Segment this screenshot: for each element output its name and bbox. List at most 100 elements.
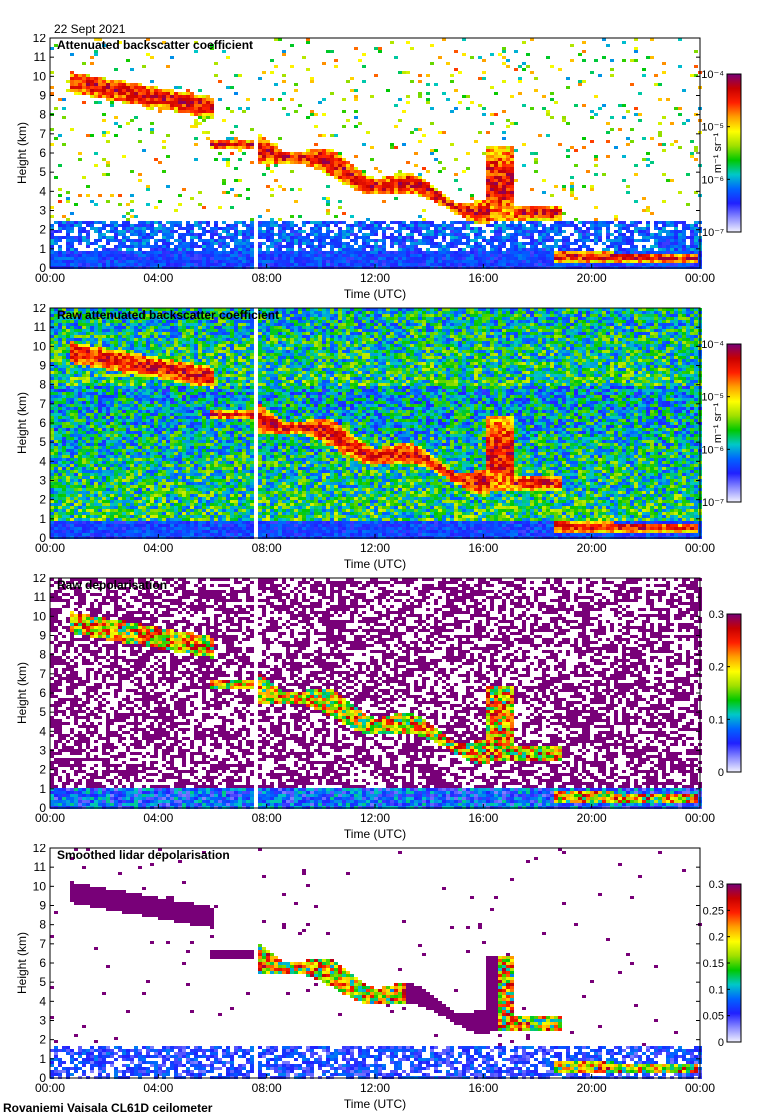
y-tick-label: 11 xyxy=(34,860,47,874)
y-tick-label: 0 xyxy=(39,531,46,545)
y-tick-label: 6 xyxy=(39,686,46,700)
y-tick-label: 2 xyxy=(39,223,46,237)
colorbar-tick-label: 10⁻⁷ xyxy=(702,227,724,239)
y-tick-label: 10 xyxy=(33,339,47,353)
x-tick-label: 00:00 xyxy=(35,541,65,555)
x-tick-label: 00:00 xyxy=(685,541,715,555)
y-tick-label: 8 xyxy=(39,648,46,662)
y-axis-label: Height (km) xyxy=(15,662,29,724)
x-tick-label: 16:00 xyxy=(468,811,498,825)
colorbar-tick-label: 10⁻⁵ xyxy=(701,122,724,134)
y-tick-label: 4 xyxy=(39,184,46,198)
y-tick-label: 1 xyxy=(39,782,46,796)
x-tick-label: 08:00 xyxy=(252,1081,282,1095)
colorbar-tick-label: 10⁻⁶ xyxy=(701,174,724,186)
colorbar-tick-label: 10⁻⁴ xyxy=(701,69,724,81)
y-tick-label: 3 xyxy=(39,204,46,218)
x-tick-label: 04:00 xyxy=(143,541,173,555)
x-tick-label: 04:00 xyxy=(143,811,173,825)
y-tick-label: 12 xyxy=(33,574,47,585)
y-tick-label: 1 xyxy=(39,242,46,256)
x-tick-label: 20:00 xyxy=(577,541,607,555)
heatmap-field xyxy=(50,578,702,809)
y-tick-label: 9 xyxy=(39,359,46,373)
panel-raw-backscatter: 0 1 2 3 4 5 6 7 8 9 10 11 12 00:00 04:00 08:00 12:00 16:0… xyxy=(0,304,780,574)
chart-title: Smoothed lidar depolarisation xyxy=(57,848,230,862)
colorbar-tick-label: 10⁻⁷ xyxy=(702,497,724,509)
colorbar xyxy=(726,613,742,773)
x-tick-label: 20:00 xyxy=(577,271,607,285)
y-tick-label: 5 xyxy=(39,435,46,449)
y-tick-label: 12 xyxy=(33,844,47,855)
y-tick-label: 11 xyxy=(34,320,47,334)
y-tick-label: 3 xyxy=(39,474,46,488)
y-tick-label: 8 xyxy=(39,378,46,392)
y-tick-label: 5 xyxy=(39,165,46,179)
x-tick-label: 00:00 xyxy=(685,271,715,285)
x-tick-label: 12:00 xyxy=(360,271,390,285)
colorbar-tick-label: 0 xyxy=(718,767,724,779)
x-tick-label: 12:00 xyxy=(360,541,390,555)
y-tick-label: 7 xyxy=(39,667,46,681)
x-tick-label: 00:00 xyxy=(35,1081,65,1095)
x-tick-label: 16:00 xyxy=(468,1081,498,1095)
colorbar-label: m⁻¹ sr⁻¹ xyxy=(712,133,724,174)
chart-title: Attenuated backscatter coefficient xyxy=(57,38,253,52)
x-tick-label: 20:00 xyxy=(577,1081,607,1095)
heatmap-field xyxy=(50,38,702,269)
x-tick-label: 00:00 xyxy=(685,1081,715,1095)
y-tick-label: 4 xyxy=(39,994,46,1008)
y-tick-label: 10 xyxy=(33,609,47,623)
colorbar-label: m⁻¹ sr⁻¹ xyxy=(712,403,724,444)
x-tick-label: 04:00 xyxy=(143,271,173,285)
y-tick-label: 6 xyxy=(39,146,46,160)
colorbar-tick-label: 0.3 xyxy=(709,609,724,621)
x-tick-label: 08:00 xyxy=(252,541,282,555)
y-tick-label: 7 xyxy=(39,397,46,411)
y-tick-label: 11 xyxy=(34,590,47,604)
y-tick-label: 2 xyxy=(39,493,46,507)
plot-frame xyxy=(49,847,701,1079)
y-tick-label: 4 xyxy=(39,724,46,738)
footer-instrument: Rovaniemi Vaisala CL61D ceilometer xyxy=(3,1101,212,1115)
y-tick-label: 10 xyxy=(33,879,47,893)
y-tick-label: 12 xyxy=(33,34,47,45)
y-tick-label: 1 xyxy=(39,1052,46,1066)
x-tick-label: 08:00 xyxy=(252,811,282,825)
y-axis-label: Height (km) xyxy=(15,122,29,184)
x-axis-label: Time (UTC) xyxy=(344,287,406,301)
x-tick-label: 12:00 xyxy=(360,811,390,825)
colorbar-tick-label: 0.2 xyxy=(709,662,724,674)
y-tick-label: 9 xyxy=(39,899,46,913)
heatmap-field xyxy=(50,308,702,539)
y-tick-label: 0 xyxy=(39,1071,46,1085)
y-tick-label: 3 xyxy=(39,1014,46,1028)
colorbar-tick-label: 0 xyxy=(718,1037,724,1049)
heatmap-field xyxy=(50,848,702,1079)
x-tick-label: 00:00 xyxy=(35,271,65,285)
chart-title: Raw depolarisation xyxy=(57,578,167,592)
y-tick-label: 0 xyxy=(39,801,46,815)
x-tick-label: 00:00 xyxy=(35,811,65,825)
y-tick-label: 7 xyxy=(39,937,46,951)
x-axis-label: Time (UTC) xyxy=(344,827,406,841)
y-tick-label: 7 xyxy=(39,127,46,141)
colorbar-tick-label: 0.1 xyxy=(709,984,724,996)
y-tick-label: 4 xyxy=(39,454,46,468)
y-tick-label: 12 xyxy=(33,304,47,315)
colorbar-tick-label: 10⁻⁶ xyxy=(701,444,724,456)
y-tick-label: 2 xyxy=(39,763,46,777)
y-tick-label: 10 xyxy=(33,69,47,83)
x-axis-label: Time (UTC) xyxy=(344,557,406,571)
colorbar-tick-label: 10⁻⁵ xyxy=(701,392,724,404)
y-tick-label: 9 xyxy=(39,629,46,643)
date-label: 22 Sept 2021 xyxy=(54,22,125,36)
colorbar-tick-label: 0.15 xyxy=(703,958,724,970)
y-tick-label: 0 xyxy=(39,261,46,275)
colorbar-tick-label: 0.2 xyxy=(709,932,724,944)
colorbar-tick-label: 10⁻⁴ xyxy=(701,339,724,351)
